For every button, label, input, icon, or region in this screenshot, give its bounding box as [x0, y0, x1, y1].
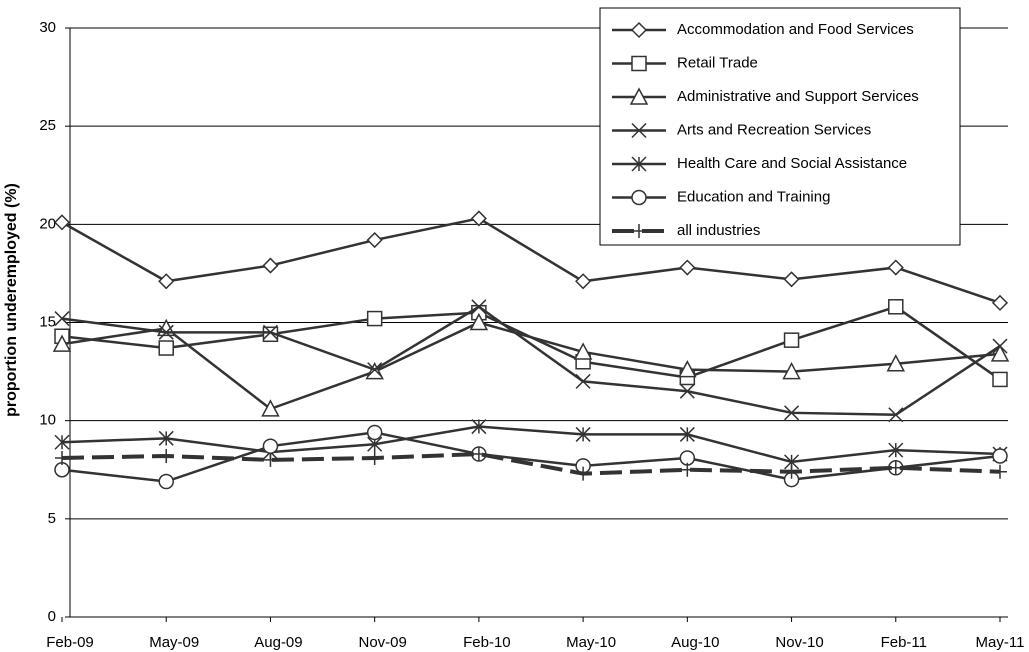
marker	[261, 399, 280, 417]
marker	[679, 259, 696, 276]
marker	[263, 452, 278, 467]
marker	[992, 448, 1008, 464]
marker	[262, 324, 278, 340]
marker	[888, 442, 904, 458]
series-line	[61, 452, 1001, 476]
marker	[783, 271, 800, 288]
marker	[470, 210, 487, 227]
marker	[992, 338, 1008, 354]
legend-label: Education and Training	[677, 188, 830, 205]
x-tick-label: May-10	[566, 634, 616, 651]
marker	[886, 354, 906, 372]
marker	[991, 294, 1009, 311]
marker	[366, 424, 383, 441]
marker	[471, 299, 487, 315]
y-tick-label: 25	[39, 117, 56, 134]
marker	[262, 438, 279, 454]
y-tick-label: 10	[39, 412, 56, 429]
legend-box	[599, 7, 961, 246]
series-line	[61, 431, 1001, 483]
marker	[573, 342, 593, 360]
marker	[365, 361, 384, 380]
marker	[54, 434, 70, 450]
legend-marker	[632, 224, 646, 238]
marker	[992, 371, 1008, 388]
marker	[367, 362, 383, 378]
x-tick-label: Feb-10	[463, 634, 511, 651]
y-tick-label: 20	[39, 215, 56, 232]
x-tick-label: Feb-11	[881, 634, 927, 651]
y-tick-label: 30	[39, 19, 56, 36]
legend-label: Arts and Recreation Services	[677, 121, 871, 138]
x-tick-label: Aug-10	[671, 634, 719, 651]
marker	[575, 426, 591, 442]
legend-label: all industries	[677, 222, 760, 239]
y-tick-label: 0	[48, 608, 56, 625]
marker	[784, 464, 799, 479]
marker	[784, 405, 800, 421]
marker	[367, 450, 382, 465]
y-tick-label: 15	[39, 313, 56, 330]
marker	[471, 447, 486, 462]
y-axis-title: proportion underemployed (%)	[3, 183, 20, 417]
marker	[575, 373, 591, 389]
marker	[575, 273, 592, 290]
marker	[993, 464, 1007, 479]
marker	[52, 334, 72, 352]
marker	[990, 344, 1010, 362]
marker	[888, 460, 903, 475]
marker	[366, 231, 383, 249]
marker	[469, 312, 489, 331]
x-tick-label: May-11	[976, 634, 1025, 651]
series-line	[61, 217, 1001, 305]
legend-marker	[629, 87, 649, 105]
x-tick-label: Nov-09	[358, 634, 406, 651]
x-tick-label: May-09	[149, 634, 199, 651]
marker	[679, 383, 695, 399]
marker	[55, 450, 69, 465]
legend-label: Administrative and Support Services	[677, 88, 919, 105]
marker	[782, 361, 801, 380]
marker	[53, 214, 71, 231]
marker	[783, 332, 800, 348]
marker	[158, 340, 174, 356]
legend-marker	[631, 156, 647, 172]
legend-label: Accommodation and Food Services	[677, 21, 914, 38]
series-line	[61, 305, 1001, 417]
marker	[680, 462, 695, 477]
x-tick-label: Nov-10	[775, 634, 823, 651]
legend-marker	[631, 122, 647, 139]
legend-label: Retail Trade	[677, 54, 758, 71]
marker	[888, 299, 904, 315]
legend-marker	[631, 55, 647, 72]
marker	[471, 419, 487, 435]
marker	[888, 407, 904, 423]
legend: Accommodation and Food Services Retail Tr…	[599, 7, 961, 246]
legend-marker	[630, 21, 648, 39]
marker	[158, 473, 174, 490]
legend-label: Health Care and Social Assistance	[677, 155, 907, 172]
x-tick-label: Aug-09	[254, 634, 302, 651]
marker	[54, 311, 70, 327]
series-line	[61, 425, 1001, 464]
marker	[678, 360, 697, 378]
marker	[262, 257, 279, 274]
marker	[158, 324, 174, 340]
marker	[679, 426, 695, 442]
marker	[158, 273, 175, 290]
marker	[366, 310, 383, 327]
legend-marker	[631, 189, 647, 206]
marker	[159, 449, 174, 464]
x-tick-label: Feb-09	[46, 634, 94, 651]
marker	[158, 430, 174, 446]
y-tick-label: 5	[48, 510, 56, 527]
marker	[887, 259, 904, 276]
marker	[576, 466, 591, 481]
series-line	[61, 321, 1001, 411]
